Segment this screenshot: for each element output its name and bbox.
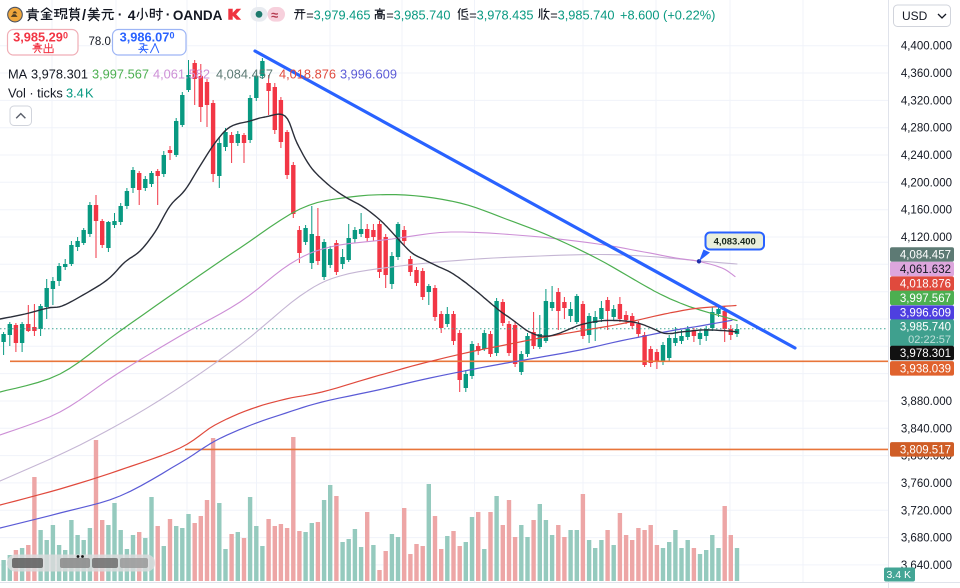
svg-text:4,061.632: 4,061.632: [900, 264, 951, 276]
svg-text:3,979.465: 3,979.465: [314, 7, 371, 22]
svg-text:3,996.609: 3,996.609: [340, 66, 397, 81]
svg-text:4,083.400: 4,083.400: [714, 237, 756, 248]
svg-text:Vol · ticks: Vol · ticks: [8, 85, 63, 100]
svg-text:78.0: 78.0: [89, 36, 111, 48]
svg-text:USD: USD: [902, 9, 928, 23]
svg-text:3.4 K: 3.4 K: [886, 569, 911, 581]
svg-text:0: 0: [63, 31, 68, 41]
svg-text:3,978.301: 3,978.301: [900, 348, 951, 360]
svg-text:=: =: [469, 7, 476, 22]
svg-text:4,018.876: 4,018.876: [279, 66, 336, 81]
svg-text:3,985.740: 3,985.740: [900, 322, 951, 334]
svg-text:MA: MA: [8, 66, 28, 81]
svg-text:4,280.000: 4,280.000: [901, 123, 952, 135]
svg-text:4,200.000: 4,200.000: [901, 177, 952, 189]
svg-text:3,985.740: 3,985.740: [558, 7, 615, 22]
svg-text:·: ·: [118, 6, 123, 22]
svg-text:=: =: [386, 7, 393, 22]
svg-text:4: 4: [128, 7, 136, 23]
svg-text:4,084.457: 4,084.457: [216, 66, 273, 81]
svg-text:OANDA: OANDA: [173, 8, 223, 23]
svg-text:3,985.740: 3,985.740: [394, 7, 451, 22]
svg-text:3,938.039: 3,938.039: [900, 363, 951, 375]
svg-text:3,760.000: 3,760.000: [901, 478, 952, 490]
svg-text:=: =: [306, 7, 313, 22]
svg-text:3,840.000: 3,840.000: [901, 423, 952, 435]
svg-text:4,160.000: 4,160.000: [901, 205, 952, 217]
svg-text:3,986.07: 3,986.07: [120, 30, 170, 45]
svg-text:4,084.457: 4,084.457: [900, 250, 951, 262]
svg-text:K: K: [85, 85, 94, 100]
svg-text:4,320.000: 4,320.000: [901, 95, 952, 107]
svg-text:3,680.000: 3,680.000: [901, 533, 952, 545]
svg-text:/: /: [82, 8, 86, 24]
svg-text:02:22:57: 02:22:57: [908, 334, 951, 346]
svg-text:3,985.29: 3,985.29: [13, 30, 63, 45]
svg-text:3,880.000: 3,880.000: [901, 396, 952, 408]
svg-text:+8.600 (+0.22%): +8.600 (+0.22%): [620, 7, 715, 22]
svg-text:3,997.567: 3,997.567: [900, 293, 951, 305]
svg-text:0: 0: [170, 31, 175, 41]
svg-text:3,996.609: 3,996.609: [900, 308, 951, 320]
svg-text:3.4: 3.4: [66, 85, 84, 100]
svg-text:3,978.435: 3,978.435: [477, 7, 534, 22]
svg-text:·: ·: [166, 6, 171, 22]
svg-text:≈: ≈: [271, 8, 278, 23]
svg-text:3,978.301: 3,978.301: [31, 66, 88, 81]
svg-text:3,720.000: 3,720.000: [901, 505, 952, 517]
svg-text:=: =: [550, 7, 557, 22]
svg-text:4,400.000: 4,400.000: [901, 41, 952, 53]
svg-text:3,809.517: 3,809.517: [900, 444, 951, 456]
svg-text:4,018.876: 4,018.876: [900, 279, 951, 291]
svg-text:4,360.000: 4,360.000: [901, 68, 952, 80]
svg-text:4,120.000: 4,120.000: [901, 232, 952, 244]
svg-text:4,240.000: 4,240.000: [901, 150, 952, 162]
svg-text:3,997.567: 3,997.567: [92, 66, 149, 81]
svg-text:4,061.582: 4,061.582: [153, 66, 210, 81]
